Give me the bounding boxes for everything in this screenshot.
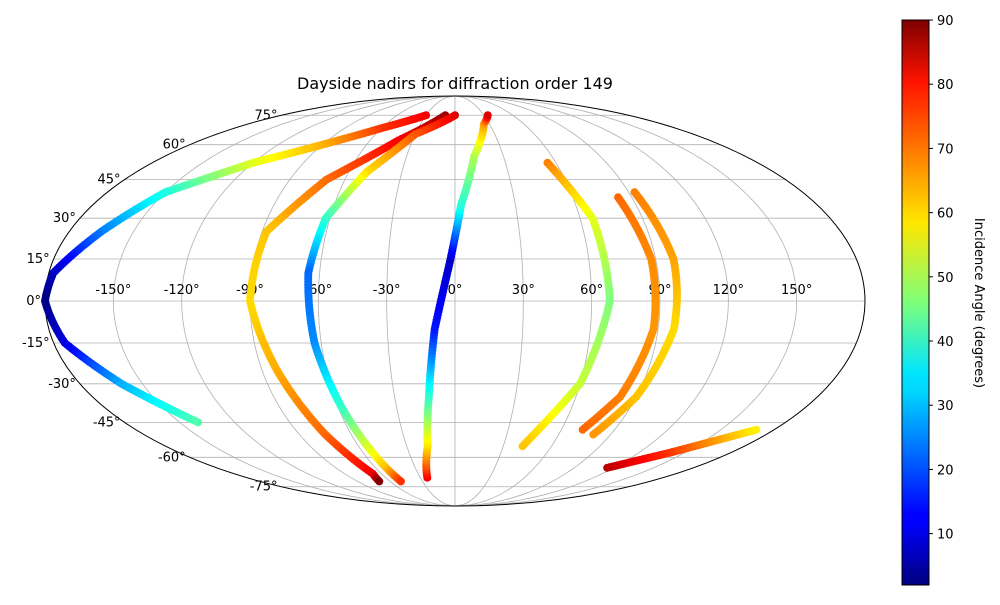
x-tick-label: 30° (512, 283, 535, 298)
y-tick-label: -45° (93, 415, 121, 430)
y-tick-label: 45° (98, 173, 121, 188)
data-point (194, 418, 203, 427)
colorbar-tick-label: 70 (937, 142, 954, 157)
y-tick-label: 30° (53, 211, 76, 226)
x-tick-label: -30° (373, 283, 401, 298)
colorbar-tick-label: 50 (937, 271, 954, 286)
colorbar-tick-label: 80 (937, 78, 954, 93)
colorbar-tick-label: 40 (937, 335, 954, 350)
x-tick-label: -150° (95, 283, 131, 298)
colorbar-tick-label: 30 (937, 399, 954, 414)
y-tick-label: 0° (26, 294, 41, 309)
y-tick-label: 75° (254, 108, 277, 123)
x-tick-label: 120° (713, 283, 744, 298)
data-point (375, 477, 384, 486)
data-point (483, 111, 492, 120)
data-point (578, 425, 587, 434)
x-tick-label: 60° (580, 283, 603, 298)
colorbar-label: Incidence Angle (degrees) (971, 218, 986, 388)
x-tick-label: 0° (448, 283, 463, 298)
x-tick-label: 150° (781, 283, 812, 298)
data-point (396, 477, 405, 486)
data-points (41, 111, 761, 486)
y-tick-label: -60° (158, 450, 186, 465)
colorbar-tick-label: 60 (937, 207, 954, 222)
chart-title: Dayside nadirs for diffraction order 149 (297, 74, 613, 93)
colorbar-tick-label: 90 (937, 14, 954, 29)
colorbar-tick-label: 20 (937, 463, 954, 478)
y-tick-label: -30° (48, 377, 76, 392)
graticule (45, 96, 865, 506)
longitude-tick-labels: -150°-120°-90°-60°-30°0°30°60°90°120°150… (95, 283, 812, 298)
data-point (518, 442, 527, 451)
data-point (752, 425, 761, 434)
colorbar-ticks: 10 20 30 40 50 60 70 80 90 (929, 14, 954, 543)
y-tick-label: 60° (163, 138, 186, 153)
data-point (589, 430, 598, 439)
colorbar-tick-label: 10 (937, 528, 954, 543)
y-tick-label: 15° (27, 252, 50, 267)
latitude-tick-labels: 75° 60° 45° 30° 15° 0° -15° -30° -45° -60° -75° (22, 108, 278, 494)
y-tick-label: -75° (250, 480, 278, 495)
y-tick-label: -15° (22, 336, 50, 351)
colorbar (901, 19, 930, 586)
x-tick-label: -120° (164, 283, 200, 298)
